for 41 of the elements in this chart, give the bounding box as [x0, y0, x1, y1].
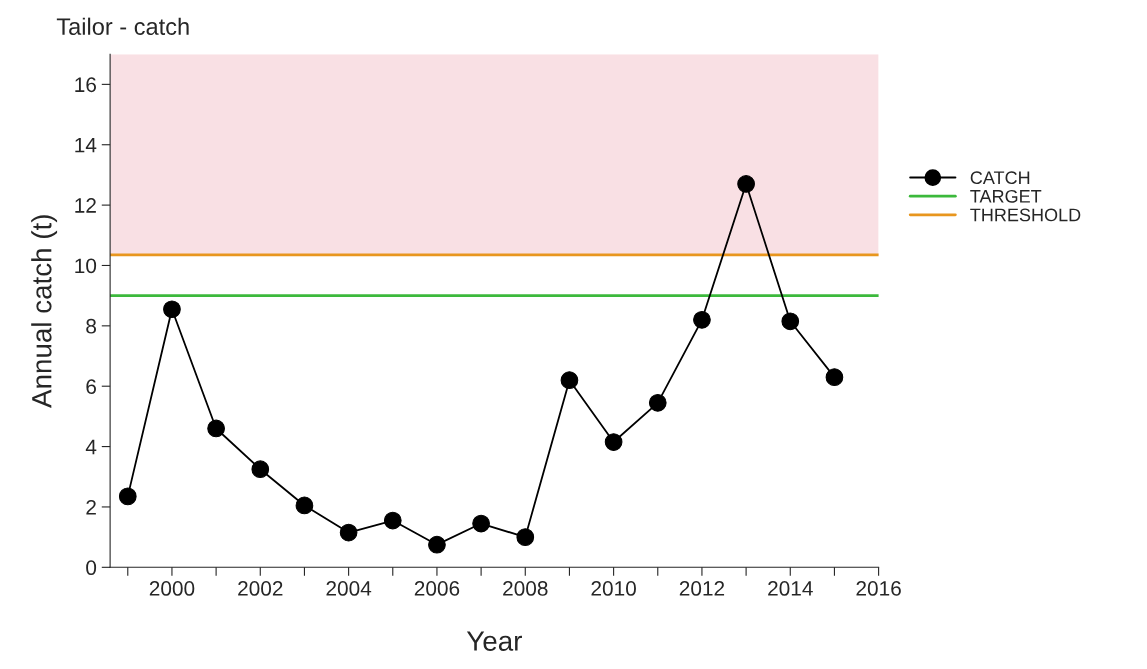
x-tick-label: 2004 [326, 581, 372, 596]
point [163, 300, 181, 319]
chart-title: Tailor - catch [56, 17, 189, 35]
x-tick-label: 2006 [414, 581, 460, 596]
point [428, 535, 446, 554]
legend-label: CATCH [970, 171, 1030, 185]
point [295, 496, 314, 515]
y-tick-label: 14 [75, 137, 97, 153]
x-axis-title: Year [466, 631, 522, 651]
point [781, 312, 800, 331]
y-tick-label: 8 [86, 318, 97, 334]
y-tick-label: 4 [85, 439, 97, 455]
x-tick-label: 2016 [856, 581, 901, 596]
point [207, 419, 225, 438]
y-tick-label: 10 [75, 258, 97, 274]
point [825, 368, 844, 387]
y-tick-label: 2 [86, 499, 96, 515]
point [693, 310, 711, 329]
x-tick-label: 2000 [149, 581, 195, 596]
y-tick-label: 0 [86, 560, 97, 576]
y-tick-label: 6 [86, 379, 96, 394]
point [118, 487, 137, 506]
legend-label: TARGET [970, 189, 1042, 203]
x-tick-label: 2002 [238, 581, 283, 596]
point [383, 511, 402, 530]
x-tick-label: 2012 [679, 581, 725, 596]
point [648, 393, 667, 412]
x-tick-label: 2010 [591, 581, 636, 596]
point [472, 514, 490, 533]
y-tick-label: 12 [75, 198, 96, 213]
point [560, 371, 579, 390]
point [604, 433, 623, 451]
legend-label: THRESHOLD [970, 208, 1081, 222]
point [737, 175, 755, 193]
x-tick-label: 2008 [503, 581, 548, 596]
x-tick-label: 2014 [768, 581, 813, 596]
y-axis-title: Annual catch (t) [31, 215, 58, 408]
point [516, 528, 535, 546]
y-tick-label: 16 [75, 77, 96, 93]
point [251, 460, 270, 479]
point [339, 523, 358, 542]
